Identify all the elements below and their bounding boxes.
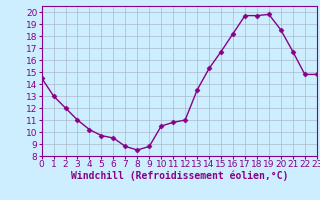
X-axis label: Windchill (Refroidissement éolien,°C): Windchill (Refroidissement éolien,°C) xyxy=(70,171,288,181)
